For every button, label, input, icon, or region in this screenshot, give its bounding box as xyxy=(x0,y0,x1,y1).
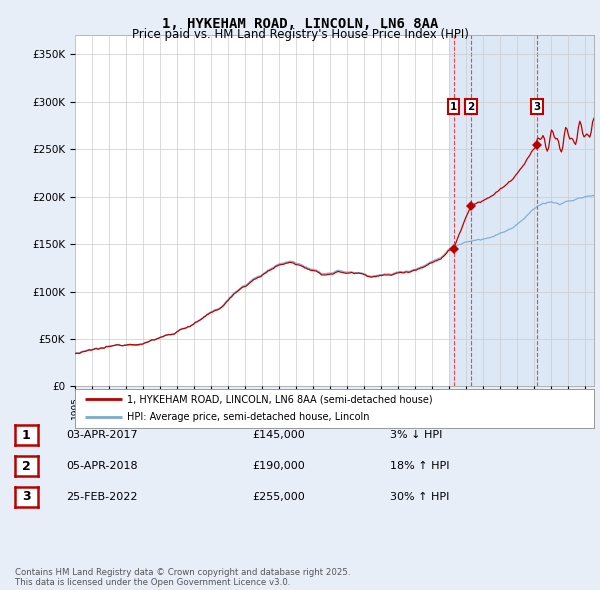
Text: £190,000: £190,000 xyxy=(252,461,305,471)
Text: 2: 2 xyxy=(467,101,475,112)
Text: 03-APR-2017: 03-APR-2017 xyxy=(66,431,137,440)
Text: 18% ↑ HPI: 18% ↑ HPI xyxy=(390,461,449,471)
Text: 1: 1 xyxy=(22,429,31,442)
Text: Contains HM Land Registry data © Crown copyright and database right 2025.
This d: Contains HM Land Registry data © Crown c… xyxy=(15,568,350,587)
Text: Price paid vs. HM Land Registry's House Price Index (HPI): Price paid vs. HM Land Registry's House … xyxy=(131,28,469,41)
Text: 3: 3 xyxy=(22,490,31,503)
Text: 25-FEB-2022: 25-FEB-2022 xyxy=(66,492,137,502)
Text: 1, HYKEHAM ROAD, LINCOLN, LN6 8AA: 1, HYKEHAM ROAD, LINCOLN, LN6 8AA xyxy=(162,17,438,31)
Text: 1: 1 xyxy=(450,101,457,112)
Text: 3: 3 xyxy=(533,101,541,112)
Text: £255,000: £255,000 xyxy=(252,492,305,502)
Text: HPI: Average price, semi-detached house, Lincoln: HPI: Average price, semi-detached house,… xyxy=(127,412,370,422)
Text: 2: 2 xyxy=(22,460,31,473)
Text: 1, HYKEHAM ROAD, LINCOLN, LN6 8AA (semi-detached house): 1, HYKEHAM ROAD, LINCOLN, LN6 8AA (semi-… xyxy=(127,394,433,404)
Text: 30% ↑ HPI: 30% ↑ HPI xyxy=(390,492,449,502)
Bar xyxy=(449,35,594,386)
Text: 05-APR-2018: 05-APR-2018 xyxy=(66,461,137,471)
Text: 3% ↓ HPI: 3% ↓ HPI xyxy=(390,431,442,440)
Text: £145,000: £145,000 xyxy=(252,431,305,440)
